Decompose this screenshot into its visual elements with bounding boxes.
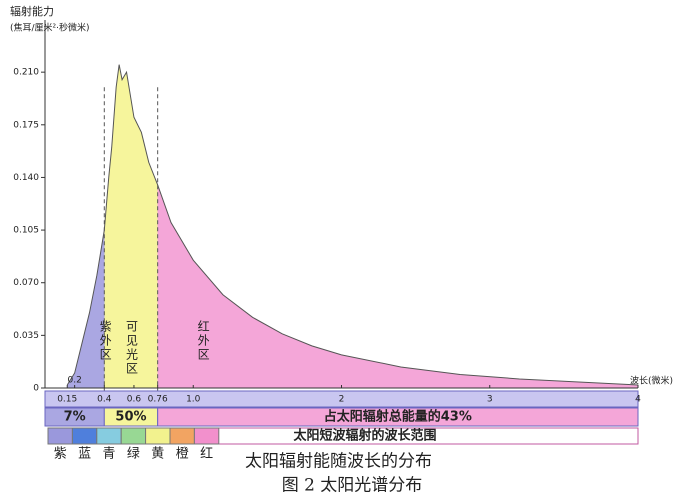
y-unit: (焦耳/厘米²·秒微米) (10, 22, 90, 34)
x-tick-label: 0.4 (97, 395, 112, 405)
spectrum-block (145, 427, 171, 445)
spectrum-block (169, 427, 195, 445)
region-label: 红外区 (196, 319, 210, 362)
y-tick-label: 0.035 (13, 331, 39, 341)
spectrum-label: 黄 (151, 447, 164, 462)
area-fill (67, 64, 639, 388)
x-tick-label: 1.0 (186, 395, 201, 405)
spectrum-block (193, 427, 220, 445)
share-label: 50% (115, 410, 146, 425)
short-wave-label: 太阳短波辐射的波长范围 (292, 428, 436, 444)
share-label: 占太阳辐射总能量的43% (324, 409, 472, 425)
spectrum-block (120, 427, 147, 445)
spectrum-label: 绿 (127, 447, 140, 462)
x-label: 波长(微米) (630, 375, 673, 387)
figure-caption: 图 2 太阳光谱分布 (282, 476, 423, 496)
y-tick-label: 0.105 (13, 226, 39, 236)
x-tick-band (44, 390, 639, 408)
y-tick-label: 0.175 (13, 120, 39, 130)
spectrum-block (47, 427, 73, 445)
y-label: 辐射能力 (10, 4, 54, 18)
region-label: 可见光区 (124, 320, 138, 376)
spectrum-block (96, 427, 122, 445)
x-tick-label: 0.15 (57, 395, 77, 405)
share-label: 7% (64, 410, 86, 425)
x-tick-label: 3 (487, 395, 493, 405)
x-tick-label: 4 (635, 395, 641, 405)
spectrum-label: 蓝 (78, 447, 91, 462)
caption: 太阳辐射能随波长的分布 (245, 452, 432, 472)
y-tick-label: 0 (33, 384, 39, 394)
x-tick-label: 0.6 (127, 395, 142, 405)
spectrum-label: 紫 (54, 447, 67, 462)
y-tick-label: 0.140 (13, 173, 39, 183)
spectrum-label: 青 (102, 447, 115, 462)
x-tick-label: 0.2 (67, 376, 81, 386)
x-tick-label: 2 (339, 395, 345, 405)
share-cell (157, 407, 639, 427)
area-line (66, 64, 639, 386)
spectrum-block (71, 427, 98, 445)
spectrum-label: 橙 (176, 447, 189, 462)
region-label: 紫外区 (98, 320, 112, 362)
spectrum-label: 红 (200, 446, 213, 462)
y-tick-label: 0.070 (13, 278, 39, 288)
x-tick-label: 0.76 (148, 395, 168, 405)
y-tick-label: 0.210 (13, 68, 39, 78)
